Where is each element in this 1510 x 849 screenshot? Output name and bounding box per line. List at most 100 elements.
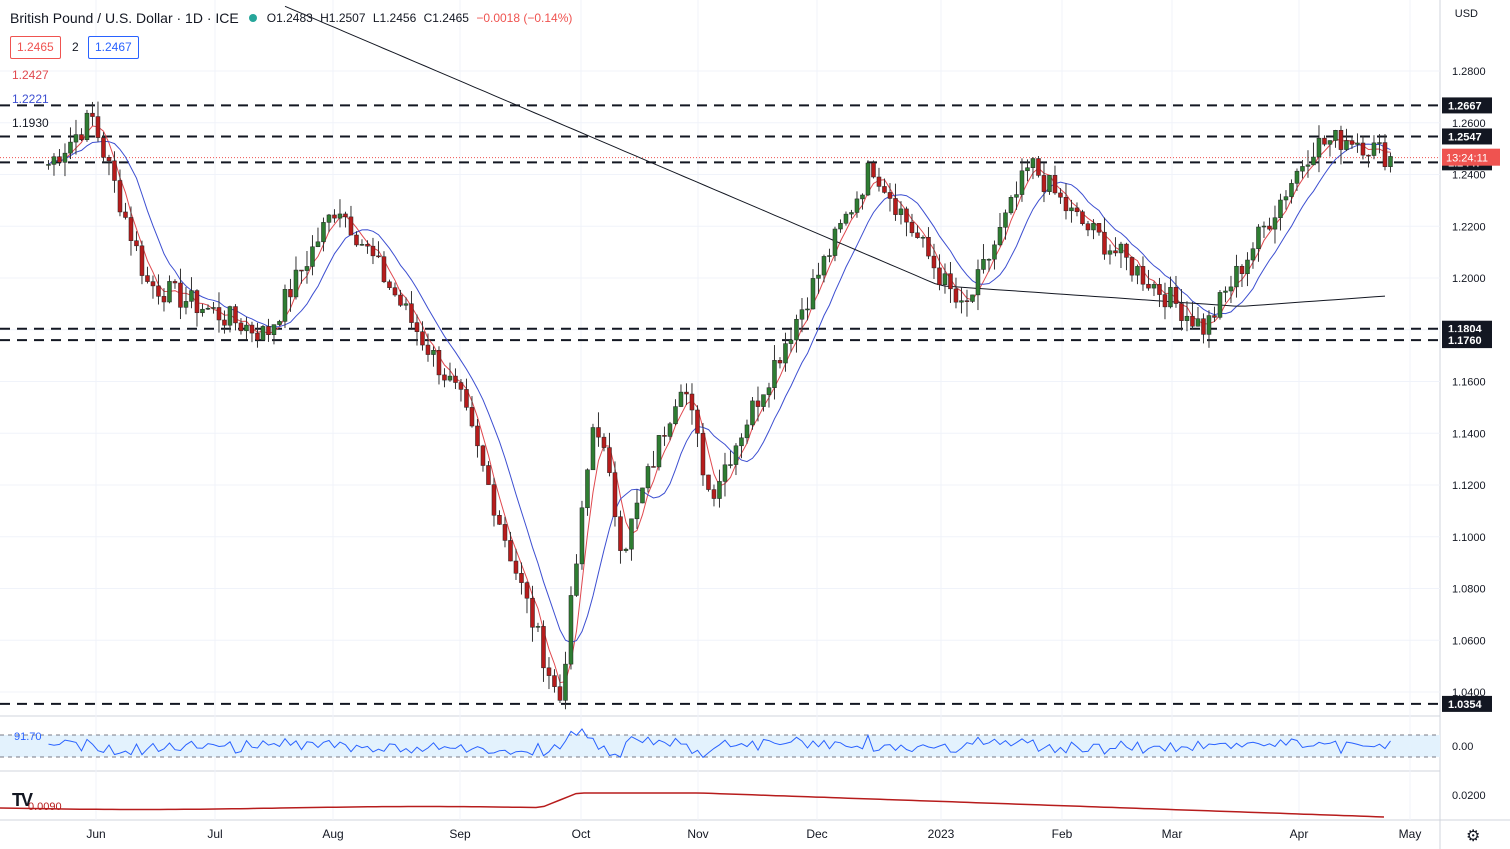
- candle-body: [1118, 243, 1124, 254]
- candle-body: [409, 303, 414, 323]
- candle-body: [343, 213, 348, 218]
- candle-body: [1157, 284, 1162, 295]
- candle-body: [1091, 223, 1096, 231]
- candle-body: [381, 256, 387, 283]
- candle-body: [777, 360, 783, 364]
- level-label: 1.1760: [1448, 335, 1482, 347]
- time-tick-label: Apr: [1290, 827, 1309, 841]
- spread-value: 2: [72, 40, 79, 54]
- time-tick-label: Nov: [687, 827, 708, 841]
- sell-price-button[interactable]: 1.2465: [10, 36, 61, 59]
- candle-body: [986, 258, 992, 261]
- candle-body: [964, 300, 970, 302]
- candle-body: [574, 563, 579, 596]
- currency-label[interactable]: USD: [1454, 8, 1478, 20]
- candle-body: [392, 287, 398, 296]
- candle-body: [750, 400, 755, 426]
- candle-body: [337, 213, 343, 219]
- time-tick-label: Mar: [1162, 827, 1183, 841]
- time-tick-label: 2023: [928, 827, 955, 841]
- candle-body: [838, 223, 843, 230]
- candle-body: [293, 269, 299, 298]
- candle-body: [1234, 265, 1239, 288]
- candle-body: [645, 466, 651, 489]
- candle-body: [1107, 250, 1113, 255]
- candle-body: [68, 141, 73, 154]
- macd-line: [0, 792, 1385, 818]
- candle-body: [552, 675, 557, 687]
- candle-body: [832, 228, 838, 256]
- candle-body: [1102, 231, 1107, 255]
- candle-body: [876, 176, 882, 187]
- price-tick-label: 1.2600: [1452, 118, 1486, 130]
- candle-body: [931, 255, 937, 269]
- candle-body: [1162, 294, 1168, 308]
- candle-body: [354, 234, 359, 246]
- candle-body: [1129, 257, 1135, 276]
- symbol-title[interactable]: British Pound / U.S. Dollar · 1D · ICE: [10, 10, 239, 26]
- candle-body: [156, 285, 161, 297]
- candle-body: [167, 281, 172, 303]
- open-value: O1.2483: [266, 11, 313, 25]
- candle-body: [1146, 283, 1151, 289]
- time-tick-label: Jul: [207, 827, 222, 841]
- candle-body: [689, 393, 695, 411]
- candle-body: [1168, 287, 1173, 308]
- buy-price-button[interactable]: 1.2467: [88, 36, 139, 59]
- candle-body: [975, 269, 981, 296]
- candle-body: [601, 436, 607, 448]
- level-label: 1.2667: [1448, 100, 1482, 112]
- candle-body: [1294, 170, 1300, 184]
- candle-body: [997, 227, 1003, 246]
- tradingview-logo-icon[interactable]: TV: [12, 790, 33, 810]
- change-value: −0.0018 (−0.14%): [476, 11, 573, 25]
- candle-body: [794, 318, 799, 341]
- level-label-bg: [1442, 332, 1492, 349]
- price-tick-label: 1.2000: [1452, 273, 1486, 285]
- candle-body: [266, 326, 271, 335]
- candle-body: [123, 211, 128, 218]
- candle-body: [728, 464, 733, 466]
- candle-body: [1008, 197, 1014, 214]
- candle-body: [1256, 226, 1261, 249]
- oscillator-line: [48, 728, 1391, 759]
- candle-body: [557, 686, 563, 701]
- candle-body: [348, 216, 354, 236]
- candle-body: [387, 281, 392, 288]
- oscillator-pane: 91.70: [0, 728, 1440, 759]
- candle-body: [1333, 130, 1338, 141]
- candle-body: [788, 339, 794, 344]
- candle-body: [469, 407, 475, 427]
- candle-body: [73, 134, 79, 143]
- level-label-bg: [1442, 97, 1492, 114]
- candle-body: [508, 540, 513, 562]
- price-tick-label: 1.2400: [1452, 170, 1486, 182]
- candle-body: [937, 267, 942, 286]
- price-tick-label: 1.2800: [1452, 66, 1486, 78]
- candle-body: [805, 308, 810, 311]
- candle-body: [953, 288, 959, 303]
- candle-body: [1322, 137, 1327, 145]
- settings-gear-icon[interactable]: ⚙: [1466, 828, 1481, 845]
- candle-body: [579, 507, 585, 565]
- candle-body: [541, 626, 546, 669]
- price-tick-label: 1.1000: [1452, 532, 1486, 544]
- candle-body: [651, 466, 656, 468]
- candle-body: [1074, 207, 1080, 213]
- candle-body: [244, 324, 249, 332]
- level-label: 1.2547: [1448, 131, 1482, 143]
- candle-body: [62, 152, 68, 163]
- candle-body: [315, 241, 321, 248]
- candle-body: [1366, 154, 1371, 157]
- candle-body: [1140, 266, 1146, 285]
- candle-body: [733, 445, 739, 465]
- candle-body: [222, 319, 227, 326]
- candle-body: [1173, 287, 1179, 304]
- candle-body: [915, 232, 920, 238]
- candle-body: [326, 214, 332, 223]
- price-tick-label: 1.0800: [1452, 584, 1486, 596]
- candle-body: [1300, 166, 1305, 172]
- candle-body: [700, 433, 706, 476]
- level-label: 1.0354: [1448, 699, 1483, 711]
